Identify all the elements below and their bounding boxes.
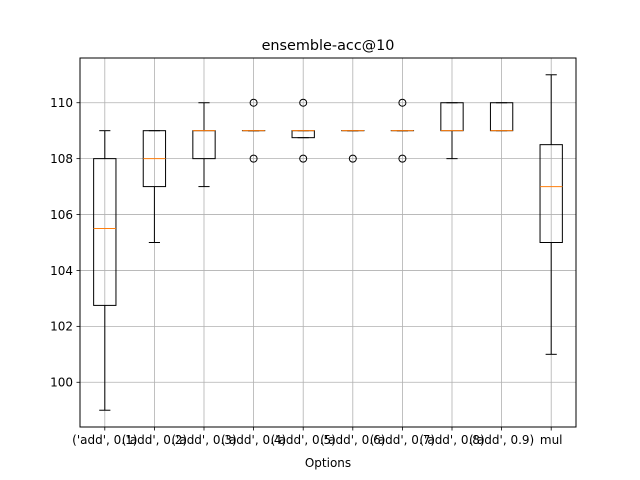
x-tick-label: ('add', 0.1): [72, 433, 137, 447]
x-tick-label: ('add', 0.3): [171, 433, 236, 447]
y-tick-label: 106: [50, 208, 73, 222]
chart-title: ensemble-acc@10: [262, 38, 395, 54]
x-tick-label: ('add', 0.5): [271, 433, 336, 447]
y-tick-label: 104: [50, 264, 73, 278]
x-tick-label: ('add', 0.9): [469, 433, 534, 447]
plot-frame: [79, 57, 577, 428]
box-outlier: [299, 98, 308, 107]
x-axis-ticks: ('add', 0.1)('add', 0.2)('add', 0.3)('ad…: [72, 427, 563, 447]
y-tick-label: 100: [50, 376, 73, 390]
box-body: [539, 144, 563, 243]
box-outlier: [348, 154, 357, 163]
x-tick-label: ('add', 0.7): [370, 433, 435, 447]
x-tick-label: mul: [540, 433, 563, 447]
y-tick-label: 102: [50, 320, 73, 334]
x-tick-label: ('add', 0.2): [122, 433, 187, 447]
x-tick-label: ('add', 0.4): [221, 433, 286, 447]
box-series: [93, 74, 563, 411]
x-tick-label: ('add', 0.8): [419, 433, 484, 447]
box-outlier: [398, 154, 407, 163]
box-body: [93, 158, 117, 306]
x-tick-label: ('add', 0.6): [320, 433, 385, 447]
box-outlier: [249, 154, 258, 163]
y-tick-label: 108: [50, 152, 73, 166]
y-axis-ticks: 100 102 104 106 108 110: [50, 96, 80, 390]
x-axis-label: Options: [305, 456, 351, 470]
y-tick-label: 110: [50, 96, 73, 110]
grid-lines: [80, 58, 576, 427]
box-outlier: [249, 98, 258, 107]
box-outlier: [299, 154, 308, 163]
box-outlier: [398, 98, 407, 107]
